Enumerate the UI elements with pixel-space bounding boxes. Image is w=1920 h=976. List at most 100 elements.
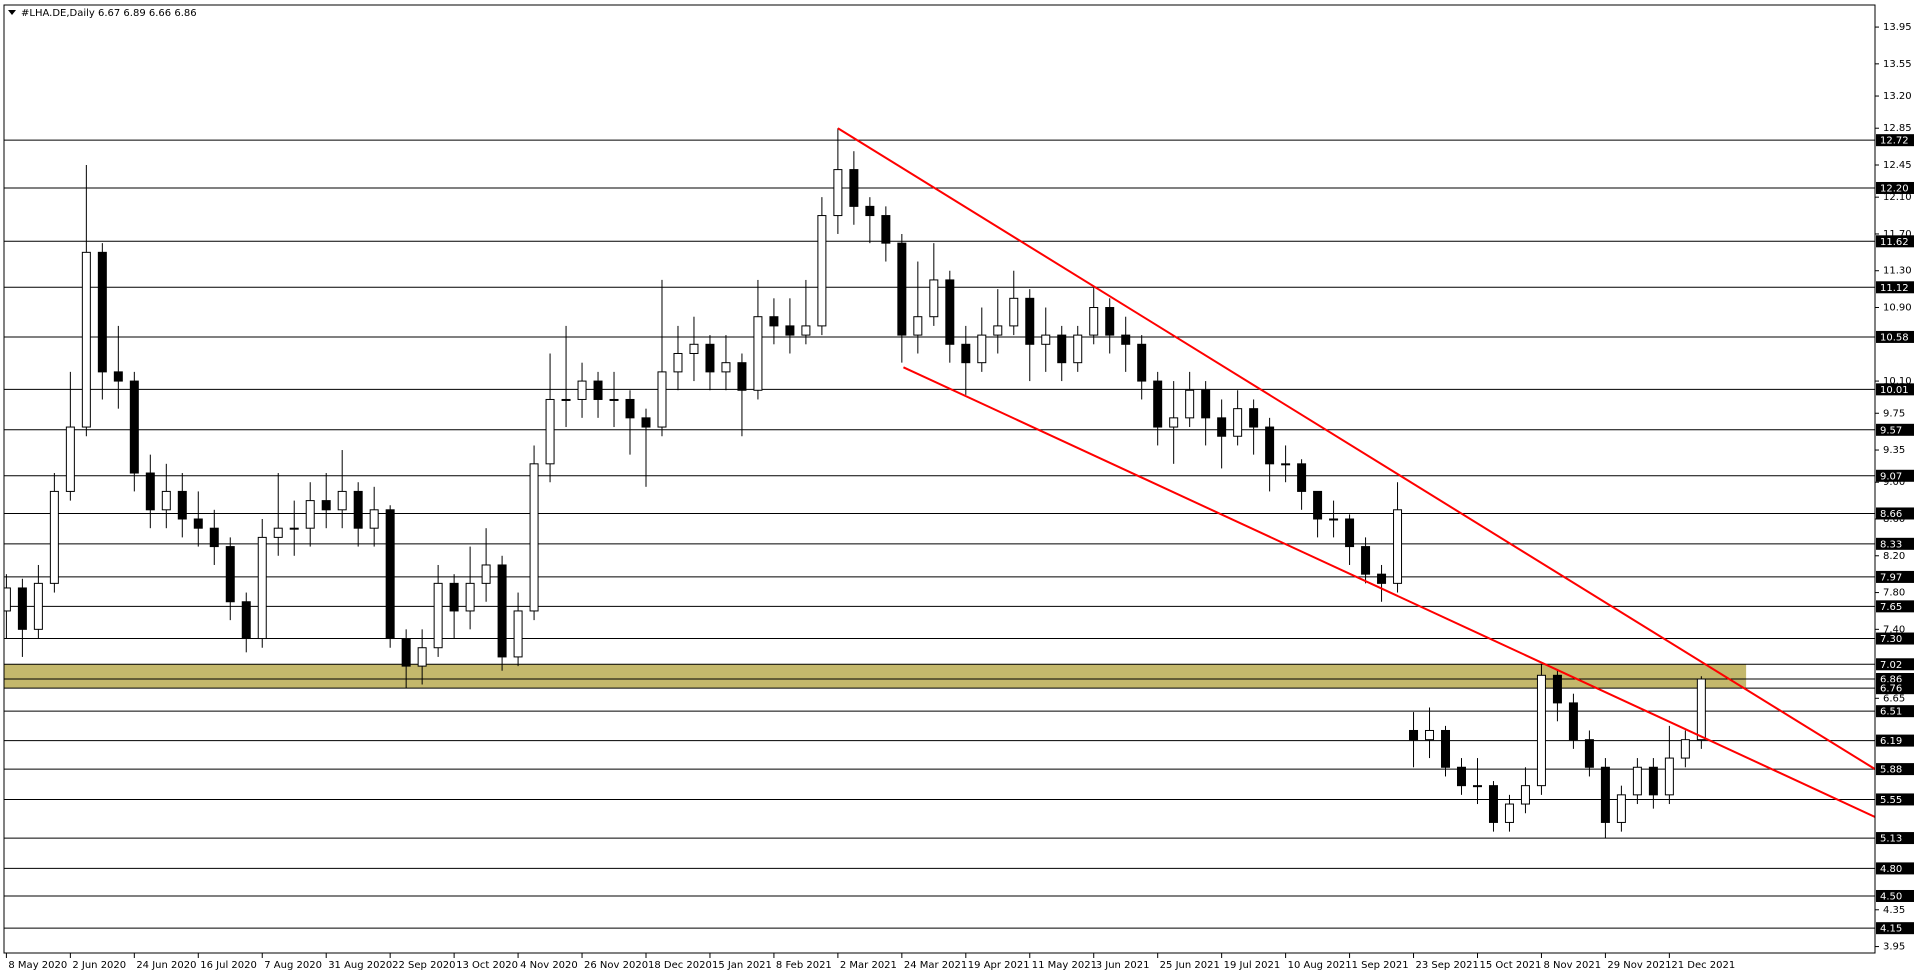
candle-body: [977, 334, 987, 364]
level-label: 5.88: [1880, 765, 1902, 776]
level-label-box: [1876, 134, 1914, 147]
candle-body: [257, 536, 267, 640]
candle-body: [1536, 674, 1546, 787]
y-tick-label: 11.70: [1883, 229, 1912, 240]
y-tick-label: 10.10: [1883, 376, 1912, 387]
level-label: 4.50: [1880, 891, 1902, 902]
candle-body: [641, 417, 651, 428]
candle-body: [289, 527, 299, 530]
candle-body: [1680, 739, 1690, 759]
x-tick-label: 13 Oct 2020: [456, 960, 518, 971]
y-tick-label: 10.90: [1883, 303, 1912, 314]
candle-body: [993, 325, 1003, 336]
candle-body: [353, 490, 363, 529]
level-label: 9.57: [1880, 425, 1902, 436]
level-label-box: [1876, 672, 1914, 685]
candle-body: [737, 362, 747, 391]
candle-body: [1441, 729, 1451, 768]
candle-body: [49, 490, 59, 584]
x-tick-label: 25 Jun 2021: [1160, 960, 1220, 971]
level-label-box: [1876, 181, 1914, 194]
x-tick-label: 11 May 2021: [1032, 960, 1097, 971]
level-label-box: [1876, 705, 1914, 718]
candle-body: [913, 316, 923, 336]
candle-body: [1488, 785, 1498, 823]
x-tick-label: 8 Nov 2021: [1543, 960, 1601, 971]
candle-body: [1584, 739, 1594, 768]
candle-body: [1105, 307, 1115, 336]
candle-body: [401, 638, 411, 667]
candle-body: [513, 610, 523, 658]
level-label: 7.30: [1880, 634, 1902, 645]
x-tick-label: 2 Jun 2020: [72, 960, 126, 971]
candle-body: [1313, 490, 1323, 520]
candle-body: [65, 426, 75, 492]
x-tick-label: 24 Mar 2021: [904, 960, 967, 971]
candle-body: [1696, 678, 1706, 741]
candle-body: [1520, 785, 1530, 805]
candle-body: [1425, 729, 1435, 741]
candle-body: [529, 463, 539, 612]
level-label: 7.02: [1880, 660, 1902, 671]
level-label-box: [1876, 922, 1914, 935]
candle-body: [417, 647, 427, 667]
candle-body: [945, 279, 955, 345]
y-tick-label: 12.85: [1883, 123, 1912, 134]
candle-body: [561, 398, 571, 401]
menu-arrow[interactable]: [8, 10, 16, 15]
candle-body: [865, 205, 875, 217]
candle-body: [1568, 702, 1578, 741]
level-label: 5.13: [1880, 834, 1902, 845]
level-label-box: [1876, 383, 1914, 396]
level-label-box: [1876, 793, 1914, 806]
candle-body: [1217, 417, 1227, 437]
zone: [4, 664, 1747, 689]
level-label-box: [1876, 600, 1914, 613]
level-label: 6.76: [1880, 684, 1902, 695]
candle-body: [145, 472, 155, 511]
candle-body: [1616, 794, 1626, 823]
candle-body: [305, 500, 315, 529]
candle-body: [241, 601, 251, 640]
candle-body: [481, 564, 491, 584]
candle-body: [881, 215, 891, 244]
candle-body: [1393, 509, 1403, 584]
level-label: 4.15: [1880, 924, 1902, 935]
level-label: 12.20: [1880, 183, 1909, 194]
trend-line: [837, 127, 1875, 770]
x-tick-label: 4 Nov 2020: [520, 960, 578, 971]
candle-body: [1169, 417, 1179, 428]
candle-body: [1201, 389, 1211, 419]
level-label-box: [1876, 281, 1914, 294]
level-label-box: [1876, 330, 1914, 343]
x-tick-label: 15 Oct 2021: [1479, 960, 1541, 971]
x-tick-label: 7 Aug 2020: [264, 960, 322, 971]
candle-body: [1456, 766, 1466, 787]
y-tick-label: 12.10: [1883, 192, 1912, 203]
x-tick-label: 2 Mar 2021: [840, 960, 897, 971]
plot-area: [4, 127, 1875, 929]
candle-body: [1504, 803, 1514, 823]
level-label-box: [1876, 235, 1914, 248]
candle-body: [1600, 766, 1610, 823]
candle-body: [4, 587, 11, 612]
level-label: 8.66: [1880, 509, 1902, 520]
candle-body: [97, 251, 107, 373]
candle-body: [609, 398, 619, 401]
level-label-box: [1876, 423, 1914, 436]
candle-body: [897, 242, 907, 336]
y-tick-label: 7.40: [1883, 624, 1905, 635]
candle-body: [1265, 426, 1275, 465]
candle-body: [753, 316, 763, 391]
x-tick-label: 31 Aug 2020: [328, 960, 392, 971]
y-tick-label: 4.35: [1883, 905, 1905, 916]
y-tick-label: 8.20: [1883, 551, 1905, 562]
y-tick-label: 13.55: [1883, 59, 1912, 70]
level-label-box: [1876, 832, 1914, 845]
y-tick-label: 7.80: [1883, 588, 1905, 599]
candle-body: [1073, 334, 1083, 364]
candle-body: [1297, 463, 1307, 492]
candle-body: [433, 582, 443, 649]
